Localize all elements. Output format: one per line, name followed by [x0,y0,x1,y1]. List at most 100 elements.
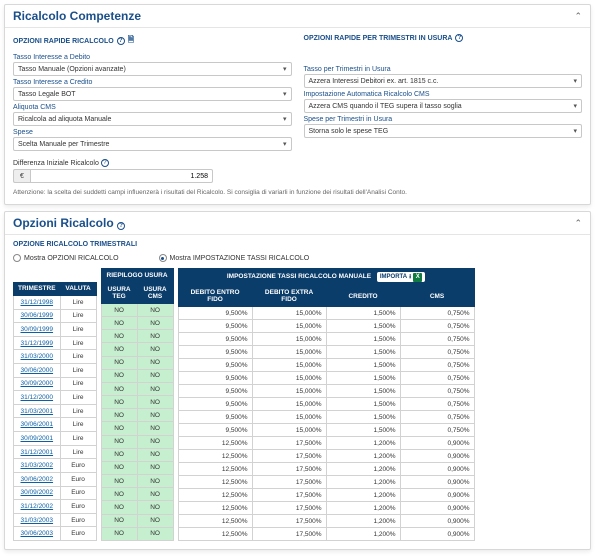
cell-cms[interactable]: 0,900% [400,463,474,476]
cell-debito-fido[interactable]: 9,500% [178,346,252,359]
cell-debito-extra[interactable]: 17,500% [252,502,326,515]
cell-cms[interactable]: 0,900% [400,476,474,489]
cell-credito[interactable]: 1,200% [326,450,400,463]
cell-cms[interactable]: 0,750% [400,372,474,385]
cell-debito-extra[interactable]: 17,500% [252,437,326,450]
cell-debito-extra[interactable]: 15,000% [252,398,326,411]
cell-debito-extra[interactable]: 17,500% [252,463,326,476]
cell-debito-fido[interactable]: 9,500% [178,424,252,437]
cell-credito[interactable]: 1,200% [326,463,400,476]
cell-debito-fido[interactable]: 9,500% [178,385,252,398]
cell-debito-fido[interactable]: 12,500% [178,515,252,528]
tasso-credito-select[interactable]: Tasso Legale BOT [13,87,292,101]
cell-trimestre[interactable]: 30/09/2002 [14,486,61,500]
cell-trimestre[interactable]: 31/12/2001 [14,445,61,459]
cell-debito-extra[interactable]: 17,500% [252,528,326,541]
cell-debito-fido[interactable]: 12,500% [178,450,252,463]
cell-trimestre[interactable]: 30/09/2001 [14,432,61,446]
cell-credito[interactable]: 1,500% [326,346,400,359]
cell-credito[interactable]: 1,200% [326,528,400,541]
cell-credito[interactable]: 1,200% [326,502,400,515]
cell-debito-fido[interactable]: 9,500% [178,372,252,385]
cell-cms[interactable]: 0,900% [400,502,474,515]
cell-trimestre[interactable]: 31/12/1998 [14,296,61,310]
cell-cms[interactable]: 0,900% [400,489,474,502]
cell-credito[interactable]: 1,500% [326,372,400,385]
cell-credito[interactable]: 1,500% [326,333,400,346]
cell-debito-extra[interactable]: 15,000% [252,385,326,398]
cell-credito[interactable]: 1,500% [326,411,400,424]
cell-debito-fido[interactable]: 12,500% [178,489,252,502]
spese-usura-select[interactable]: Storna solo le spese TEG [304,124,583,138]
cell-credito[interactable]: 1,200% [326,437,400,450]
cell-debito-fido[interactable]: 12,500% [178,463,252,476]
cell-debito-fido[interactable]: 12,500% [178,528,252,541]
cell-debito-fido[interactable]: 9,500% [178,411,252,424]
info-icon[interactable]: ? [117,37,125,45]
cell-credito[interactable]: 1,200% [326,489,400,502]
cell-debito-extra[interactable]: 17,500% [252,489,326,502]
cell-credito[interactable]: 1,500% [326,307,400,320]
cell-trimestre[interactable]: 31/12/2000 [14,391,61,405]
impost-auto-select[interactable]: Azzera CMS quando il TEG supera il tasso… [304,99,583,113]
cell-cms[interactable]: 0,750% [400,333,474,346]
collapse-icon[interactable]: ⌃ [574,11,582,22]
cell-debito-extra[interactable]: 15,000% [252,307,326,320]
cell-credito[interactable]: 1,500% [326,385,400,398]
cell-debito-fido[interactable]: 9,500% [178,398,252,411]
aliquota-cms-select[interactable]: Ricalcola ad aliquota Manuale [13,112,292,126]
info-icon[interactable]: ? [455,34,463,42]
cell-debito-fido[interactable]: 9,500% [178,307,252,320]
cell-debito-extra[interactable]: 15,000% [252,346,326,359]
cell-cms[interactable]: 0,750% [400,346,474,359]
cell-cms[interactable]: 0,750% [400,359,474,372]
cell-debito-extra[interactable]: 17,500% [252,450,326,463]
cell-cms[interactable]: 0,750% [400,424,474,437]
cell-debito-extra[interactable]: 17,500% [252,515,326,528]
cell-debito-fido[interactable]: 9,500% [178,359,252,372]
cell-trimestre[interactable]: 30/09/2000 [14,377,61,391]
cell-debito-extra[interactable]: 15,000% [252,411,326,424]
cell-credito[interactable]: 1,200% [326,476,400,489]
cell-credito[interactable]: 1,500% [326,398,400,411]
cell-cms[interactable]: 0,900% [400,437,474,450]
cell-trimestre[interactable]: 31/03/2002 [14,459,61,473]
cell-trimestre[interactable]: 31/03/2003 [14,513,61,527]
cell-trimestre[interactable]: 30/06/1999 [14,309,61,323]
cell-debito-extra[interactable]: 17,500% [252,476,326,489]
cell-trimestre[interactable]: 30/06/2002 [14,472,61,486]
cell-cms[interactable]: 0,900% [400,528,474,541]
radio-option-opzioni[interactable]: Mostra OPZIONI RICALCOLO [13,254,119,262]
cell-trimestre[interactable]: 31/12/2002 [14,500,61,514]
diff-input[interactable] [30,169,213,183]
collapse-icon[interactable]: ⌃ [574,218,582,229]
info-icon[interactable]: ? [117,222,125,230]
cell-trimestre[interactable]: 30/06/2001 [14,418,61,432]
cell-debito-fido[interactable]: 9,500% [178,333,252,346]
cell-trimestre[interactable]: 30/06/2000 [14,364,61,378]
importa-button[interactable]: Importa ⭳ x [377,272,425,282]
cell-cms[interactable]: 0,900% [400,515,474,528]
spese-select[interactable]: Scelta Manuale per Trimestre [13,137,292,151]
cell-trimestre[interactable]: 30/09/1999 [14,323,61,337]
tasso-debito-select[interactable]: Tasso Manuale (Opzioni avanzate) [13,62,292,76]
cell-cms[interactable]: 0,750% [400,398,474,411]
tasso-usura-select[interactable]: Azzera Interessi Debitori ex. art. 1815 … [304,74,583,88]
cell-debito-extra[interactable]: 15,000% [252,333,326,346]
cell-debito-extra[interactable]: 15,000% [252,320,326,333]
cell-debito-fido[interactable]: 9,500% [178,320,252,333]
cell-trimestre[interactable]: 31/12/1999 [14,336,61,350]
cell-trimestre[interactable]: 31/03/2000 [14,350,61,364]
cell-credito[interactable]: 1,200% [326,515,400,528]
cell-cms[interactable]: 0,900% [400,450,474,463]
cell-debito-extra[interactable]: 15,000% [252,359,326,372]
cell-cms[interactable]: 0,750% [400,385,474,398]
cell-credito[interactable]: 1,500% [326,359,400,372]
cell-trimestre[interactable]: 30/06/2003 [14,527,61,541]
cell-credito[interactable]: 1,500% [326,424,400,437]
doc-icon[interactable]: 🗎 [128,34,134,48]
cell-trimestre[interactable]: 31/03/2001 [14,404,61,418]
info-icon[interactable]: ? [101,159,109,167]
cell-credito[interactable]: 1,500% [326,320,400,333]
cell-debito-fido[interactable]: 12,500% [178,476,252,489]
